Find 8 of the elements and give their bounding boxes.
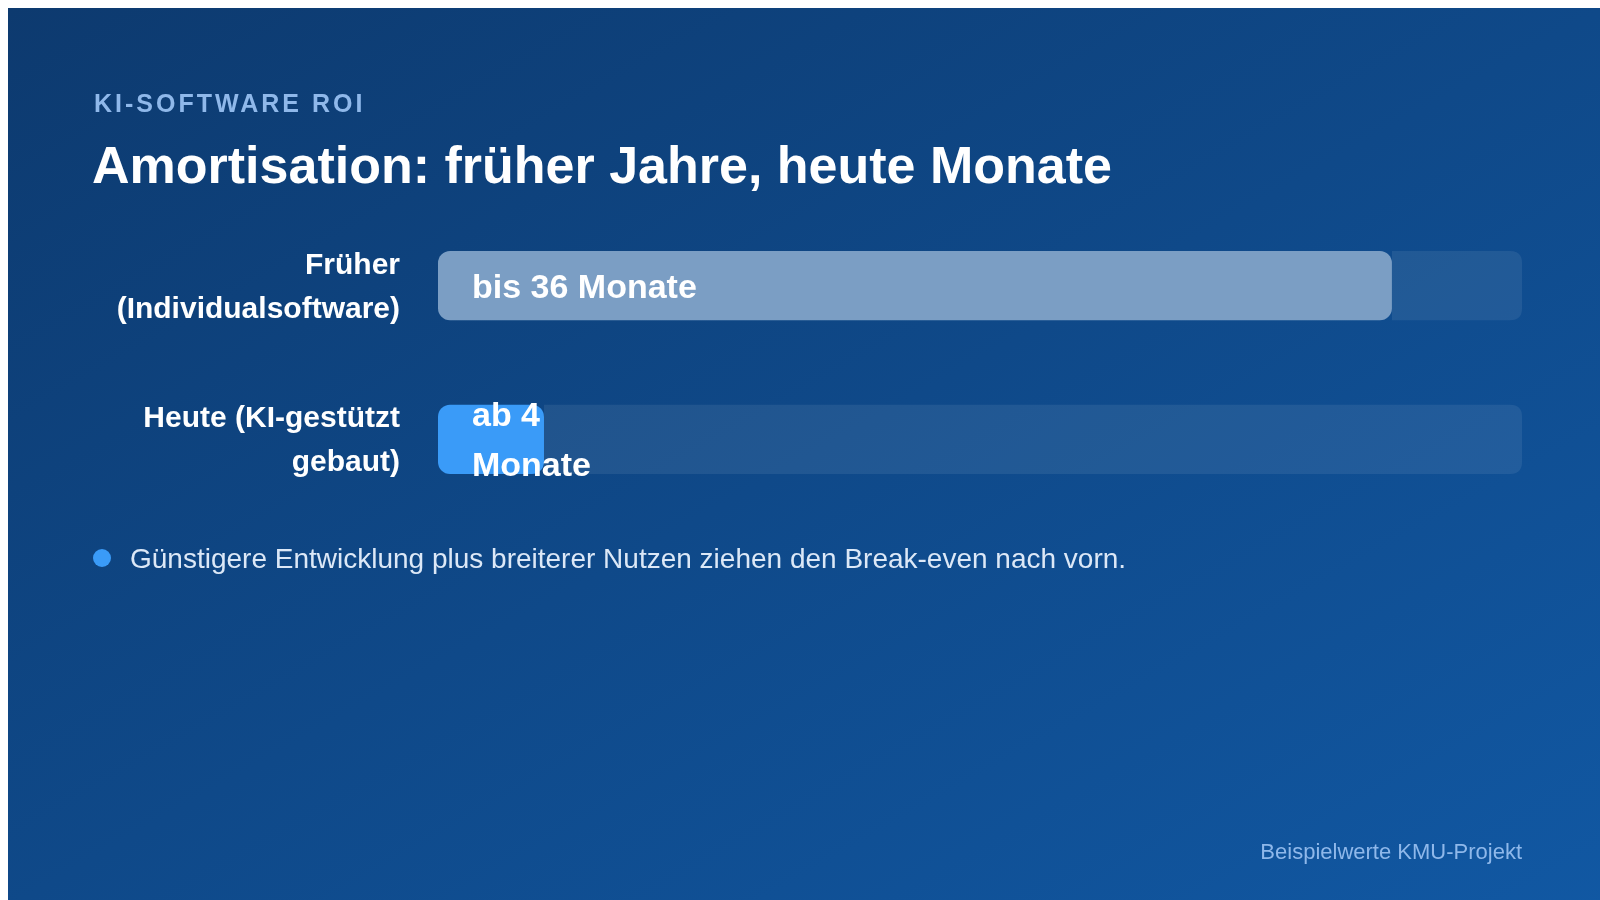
chart-title: Amortisation: früher Jahre, heute Monate bbox=[92, 136, 1112, 194]
text: Günstigere Entwicklung plus breiterer Nutzen ziehen den Break-even nach vorn. bbox=[130, 543, 1127, 574]
text: KI-SOFTWARE ROI bbox=[94, 89, 366, 117]
data-label: ab 4 Monate bbox=[472, 395, 591, 484]
y-tick-label: Früher (Individualsoftware) bbox=[116, 246, 401, 324]
text: Beispielwerte KMU-Projekt bbox=[1260, 839, 1522, 864]
y-tick-label: Heute (KI-gestützt gebaut) bbox=[143, 400, 401, 478]
data-label: bis 36 Monate bbox=[472, 266, 697, 305]
